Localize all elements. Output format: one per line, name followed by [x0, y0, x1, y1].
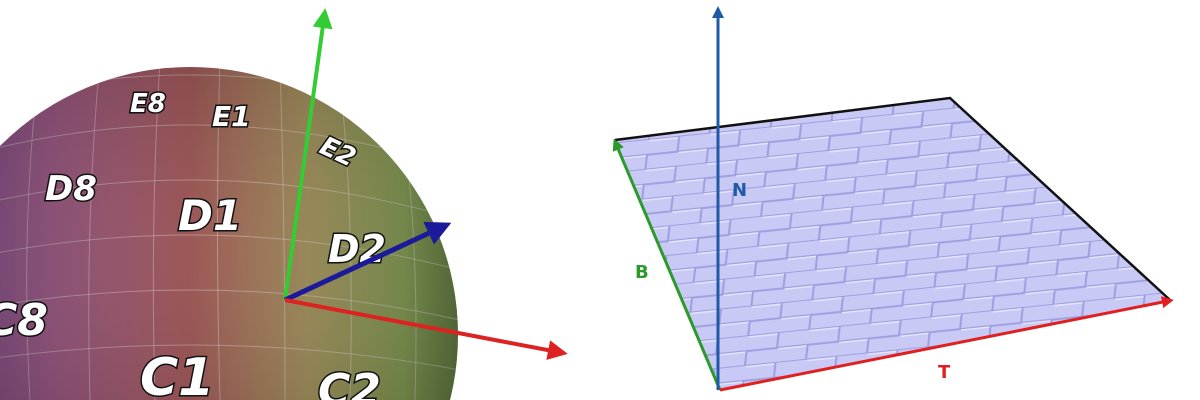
normal-arrow: [283, 221, 452, 303]
sphere-label: C2: [318, 365, 381, 400]
b-axis: [612, 138, 722, 391]
plane-edge: [614, 96, 1171, 301]
tangent-arrow: [284, 298, 568, 360]
plane: N B T: [612, 5, 1174, 392]
sphere: E8 E1 E2 D8 D1 D2 C8 C1 C2: [0, 8, 568, 400]
axis-label: T: [938, 362, 951, 383]
normal-map-plane: [615, 98, 1170, 390]
axis-label: B: [635, 262, 649, 283]
axis-label: N: [732, 180, 747, 201]
sphere-label: E8: [130, 89, 166, 119]
t-axis: [719, 296, 1174, 392]
sphere-label: C8: [0, 295, 48, 346]
sphere-label: D2: [328, 227, 386, 271]
sphere-label: E1: [212, 100, 251, 133]
sphere-shading: [0, 67, 458, 400]
sphere-label: D8: [45, 169, 97, 209]
bitangent-arrow: [283, 8, 333, 301]
sphere-label: C1: [140, 348, 214, 400]
sphere-label: D1: [178, 191, 242, 240]
